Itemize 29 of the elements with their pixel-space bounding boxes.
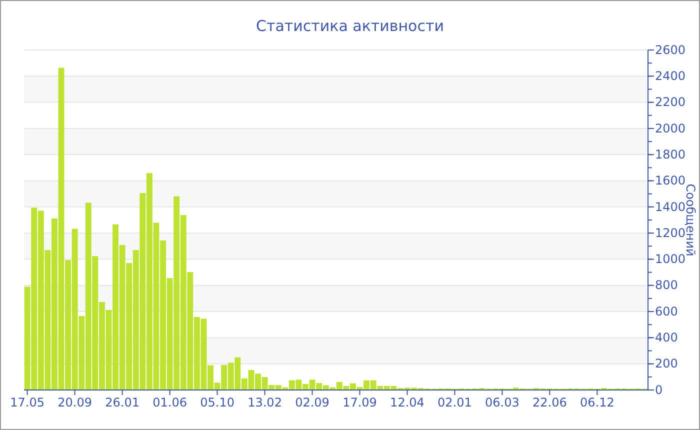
y-tick-label: 1200 [655, 226, 686, 240]
y-axis-title: Сообщений [684, 184, 698, 256]
y-tick-label: 800 [655, 278, 678, 292]
y-tick-label: 600 [655, 304, 678, 318]
x-tick-label: 05.10 [200, 396, 234, 410]
x-tick-label: 02.09 [295, 396, 330, 410]
y-tick-label: 1600 [655, 174, 686, 188]
x-tick-label: 17.05 [10, 396, 45, 410]
y-tick-label: 1400 [655, 200, 686, 214]
y-tick-label: 200 [655, 356, 678, 371]
y-tick-label: 2000 [655, 121, 686, 136]
chart-title: Статистика активности [256, 17, 444, 35]
x-tick-label: 12.04 [390, 396, 424, 410]
y-tick-label: 1000 [655, 252, 686, 266]
x-tick-label: 22.06 [532, 396, 567, 410]
y-tick-label: 2600 [655, 42, 686, 57]
x-tick-label: 02.01 [438, 396, 472, 410]
y-tick-label: 2400 [655, 68, 686, 83]
y-tick-label: 1800 [655, 147, 686, 162]
x-tick-label: 06.12 [580, 396, 614, 410]
y-tick-label: 2200 [655, 95, 686, 110]
y-tick-label: 400 [655, 330, 678, 345]
x-tick-label: 01.06 [152, 396, 187, 410]
x-tick-label: 20.09 [58, 396, 92, 410]
x-tick-label: 26.01 [105, 396, 140, 410]
x-tick-label: 13.02 [248, 396, 282, 410]
y-tick-label: 0 [655, 382, 663, 397]
x-tick-label: 06.03 [485, 396, 520, 410]
x-tick-label: 17.09 [342, 396, 377, 410]
